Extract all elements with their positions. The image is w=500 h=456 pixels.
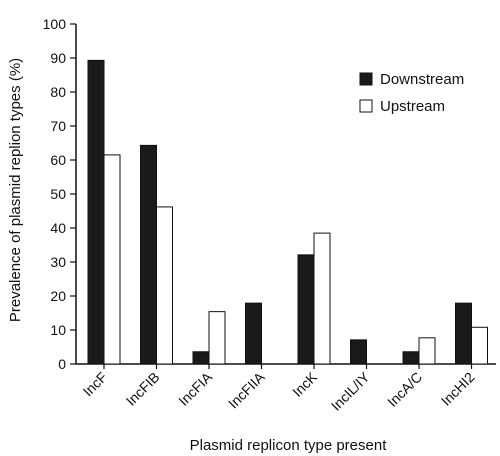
bar-downstream-incil-iy (350, 339, 367, 365)
y-tick-label: 30 (50, 254, 66, 270)
bar-upstream-inchi2 (471, 326, 488, 365)
legend-swatch-upstream (359, 99, 373, 113)
x-tick-label: IncFIIA (225, 368, 268, 411)
y-tick-label: 80 (50, 84, 66, 100)
x-tick-label: IncIL/IY (328, 368, 373, 413)
bar-downstream-inck (297, 254, 315, 365)
bar-upstream-incfia (208, 311, 226, 365)
x-tick-label: IncK (289, 368, 321, 400)
y-tick-label: 90 (50, 50, 66, 66)
legend-label-downstream: Downstream (380, 71, 464, 88)
y-tick-label: 0 (58, 356, 66, 372)
bar-upstream-inca-c (418, 337, 436, 365)
bar-downstream-inca-c (402, 351, 420, 365)
bar-upstream-incf (103, 154, 121, 365)
y-tick-label: 100 (43, 16, 67, 32)
x-tick-label: IncHI2 (438, 369, 478, 409)
bars-group (87, 59, 488, 365)
bar-downstream-inchi2 (455, 302, 472, 365)
x-axis-ticks: IncF IncFIB IncFIA IncFIIA IncK IncIL/IY IncA/… (80, 364, 478, 414)
legend-swatch-downstream (359, 72, 373, 86)
x-tick-label: IncA/C (384, 369, 425, 410)
y-tick-label: 50 (50, 186, 66, 202)
y-axis-ticks: 0 10 20 30 40 50 60 70 80 90 100 (43, 16, 76, 372)
bar-upstream-inck (313, 232, 331, 365)
x-tick-label: IncFIA (175, 368, 215, 408)
legend: Downstream Upstream (359, 71, 464, 115)
bar-downstream-incfia (192, 351, 210, 365)
x-tick-label: IncF (80, 369, 111, 400)
legend-label-upstream: Upstream (380, 98, 445, 115)
x-tick-label: IncFIB (123, 369, 163, 409)
y-axis-title: Prevalence of plasmid replion types (%) (7, 58, 24, 322)
bar-downstream-incf (87, 59, 105, 365)
y-tick-label: 40 (50, 220, 66, 236)
bar-upstream-incfib (156, 206, 173, 365)
y-tick-label: 10 (50, 322, 66, 338)
y-tick-label: 20 (50, 288, 66, 304)
x-axis-title: Plasmid replicon type present (190, 437, 388, 454)
y-tick-label: 70 (50, 118, 66, 134)
bar-downstream-incfib (140, 144, 157, 365)
y-tick-label: 60 (50, 152, 66, 168)
bar-downstream-incfiia (245, 302, 262, 365)
